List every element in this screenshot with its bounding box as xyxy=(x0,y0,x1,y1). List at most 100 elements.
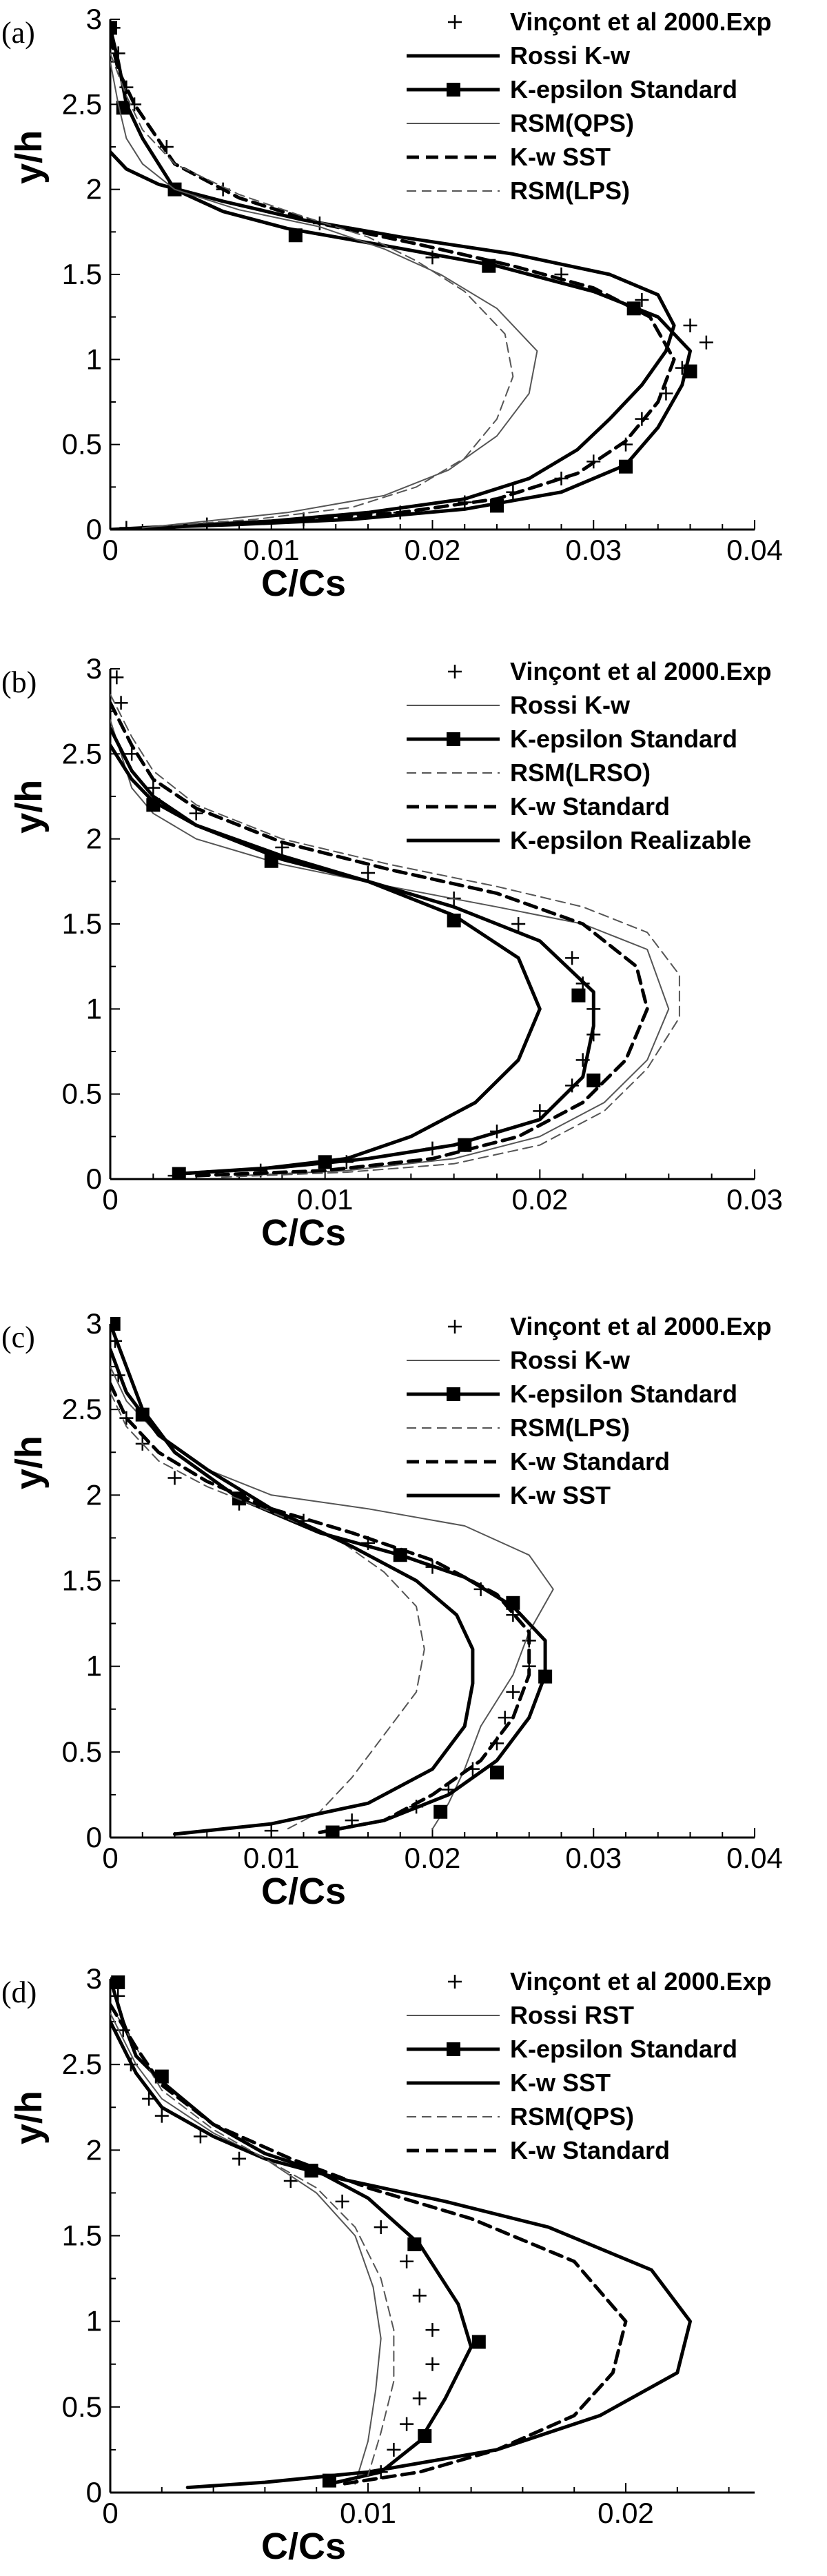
legend-item-k-epsilon-realizable: K-epsilon Realizable xyxy=(407,826,751,854)
y-tick-label: 3 xyxy=(86,652,102,685)
series-rossi-k-w-line xyxy=(110,150,676,530)
legend-square xyxy=(447,83,460,97)
series-rossi-k-w-line xyxy=(110,1366,554,1830)
legend-label: RSM(QPS) xyxy=(510,2102,634,2131)
data-point-plus xyxy=(232,2151,246,2166)
x-axis-title: C/Cs xyxy=(261,2526,346,2567)
x-tick-label: 0.01 xyxy=(340,2497,396,2529)
legend-label: Vinçont et al 2000.Exp xyxy=(510,8,772,36)
legend-item-rossi-k-w: Rossi K-w xyxy=(407,41,631,70)
data-point-plus xyxy=(425,2357,440,2371)
series-k-w-standard-line xyxy=(110,1382,531,1835)
y-tick-label: 0.5 xyxy=(62,2391,102,2423)
chart-panel-d: (d) 0 0.5 1 1.5 2 2.5 3 0 0.01 0.02 C/Cs y/h Vinçont … xyxy=(1,1962,772,2567)
legend-label: K-epsilon Standard xyxy=(510,2035,737,2063)
series-rsm-lps-line xyxy=(110,52,514,527)
legend: Vinçont et al 2000.Exp Rossi RST K-epsilon… xyxy=(407,1967,772,2164)
legend-label: Rossi K-w xyxy=(510,1346,631,1374)
series-k-w-sst-line xyxy=(110,2020,692,2490)
data-point-plus xyxy=(374,2220,388,2235)
x-tick-label: 0.04 xyxy=(726,1842,783,1874)
y-tick-label: 1 xyxy=(86,992,102,1025)
data-point-square xyxy=(111,1975,125,1989)
legend-item-k-w-standard: K-w Standard xyxy=(407,792,670,821)
legend-label: K-w Standard xyxy=(510,1447,670,1476)
y-tick-label: 0.5 xyxy=(62,1735,102,1768)
legend-label: Vinçont et al 2000.Exp xyxy=(510,1312,772,1340)
legend-item-rossi-k-w: Rossi K-w xyxy=(407,691,631,719)
series-k-w-standard-line xyxy=(110,701,649,1178)
legend-label: K-w SST xyxy=(510,143,611,171)
data-point-square xyxy=(506,1596,520,1610)
data-point-plus xyxy=(506,1608,520,1622)
series-k-epsilon-standard-line xyxy=(110,1977,473,2486)
x-tick-label: 0 xyxy=(102,1183,118,1216)
legend-item-rossi-rst: Rossi RST xyxy=(407,2001,634,2029)
legend-label: RSM(LPS) xyxy=(510,1413,630,1442)
data-point-plus xyxy=(387,2442,401,2457)
legend-item-k-w-standard: K-w Standard xyxy=(407,1447,670,1476)
x-axis-title: C/Cs xyxy=(261,563,346,604)
legend-item-k-epsilon-standard: K-epsilon Standard xyxy=(407,1380,737,1408)
data-point-square xyxy=(490,499,504,513)
data-point-plus xyxy=(193,2129,207,2144)
y-tick-label: 3 xyxy=(86,1307,102,1340)
y-tick-label: 3 xyxy=(86,3,102,35)
y-tick-label: 0.5 xyxy=(62,1078,102,1110)
legend-label: Vinçont et al 2000.Exp xyxy=(510,1967,772,1995)
legend-square xyxy=(447,1387,460,1401)
legend-label: K-epsilon Realizable xyxy=(510,826,751,854)
legend-item-k-w-sst: K-w SST xyxy=(407,143,611,171)
x-tick-label: 0.01 xyxy=(297,1183,354,1216)
y-tick-label: 1.5 xyxy=(62,1564,102,1597)
x-tick-label: 0.01 xyxy=(243,1842,300,1874)
legend-item-vin-ont-et-al-2000-exp: Vinçont et al 2000.Exp xyxy=(448,8,772,36)
y-axis-title: y/h xyxy=(8,2091,50,2144)
data-point-plus xyxy=(533,1104,547,1118)
data-point-plus xyxy=(683,319,697,332)
legend-label: K-epsilon Standard xyxy=(510,1380,737,1408)
series-rsm-qps-line xyxy=(110,61,538,529)
y-tick-label: 1.5 xyxy=(62,907,102,940)
y-tick-label: 2.5 xyxy=(62,1393,102,1425)
legend-item-k-w-standard: K-w Standard xyxy=(407,2136,670,2164)
data-point-square xyxy=(619,459,633,474)
legend-label: RSM(LPS) xyxy=(510,177,630,205)
data-point-plus xyxy=(506,1684,520,1699)
data-point-square xyxy=(407,2237,422,2251)
y-tick-label: 1.5 xyxy=(62,258,102,290)
series-k-epsilon-standard-line xyxy=(110,1322,547,1835)
series-rossi-rst-line xyxy=(110,2012,382,2485)
legend-label: Rossi RST xyxy=(510,2001,634,2029)
data-point-plus xyxy=(114,696,128,710)
x-tick-label: 0.03 xyxy=(565,1842,622,1874)
legend: Vinçont et al 2000.Exp Rossi K-w K-epsilon… xyxy=(407,1312,772,1509)
data-point-plus xyxy=(635,293,649,307)
series-rsm-lrso-line xyxy=(110,694,680,1178)
data-point-plus xyxy=(361,866,375,880)
x-tick-label: 0.01 xyxy=(243,534,300,566)
legend-item-vin-ont-et-al-2000-exp: Vinçont et al 2000.Exp xyxy=(448,657,772,685)
data-point-square xyxy=(146,798,161,812)
data-point-plus xyxy=(154,2109,169,2123)
series-k-w-sst-line xyxy=(110,1347,475,1836)
series-layer xyxy=(110,1975,692,2490)
chart-panel-a: (a) 0 0.5 1 1.5 2 2.5 3 0 0.01 0.02 0.03 0.04 C/Cs y/h… xyxy=(1,3,783,604)
y-tick-label: 2 xyxy=(86,823,102,855)
legend-item-k-epsilon-standard: K-epsilon Standard xyxy=(407,75,737,103)
legend-label: RSM(LRSO) xyxy=(510,758,651,787)
legend-item-rsm-qps: RSM(QPS) xyxy=(407,109,634,137)
x-tick-label: 0.02 xyxy=(405,534,461,566)
data-point-square xyxy=(538,1669,553,1684)
x-tick-label: 0.02 xyxy=(598,2497,654,2529)
legend-item-k-epsilon-standard: K-epsilon Standard xyxy=(407,2035,737,2063)
data-point-square xyxy=(490,1765,504,1780)
legend-item-vin-ont-et-al-2000-exp: Vinçont et al 2000.Exp xyxy=(448,1312,772,1340)
data-point-plus xyxy=(412,2288,427,2303)
y-tick-label: 2 xyxy=(86,2133,102,2166)
y-tick-label: 2.5 xyxy=(62,88,102,120)
y-tick-label: 2.5 xyxy=(62,737,102,769)
y-tick-label: 1 xyxy=(86,343,102,375)
chart-panel-b: (b) 0 0.5 1 1.5 2 2.5 3 0 0.01 0.02 0.03 C/Cs y/h Vinç… xyxy=(1,652,783,1254)
legend-item-rsm-lps: RSM(LPS) xyxy=(407,1413,630,1442)
